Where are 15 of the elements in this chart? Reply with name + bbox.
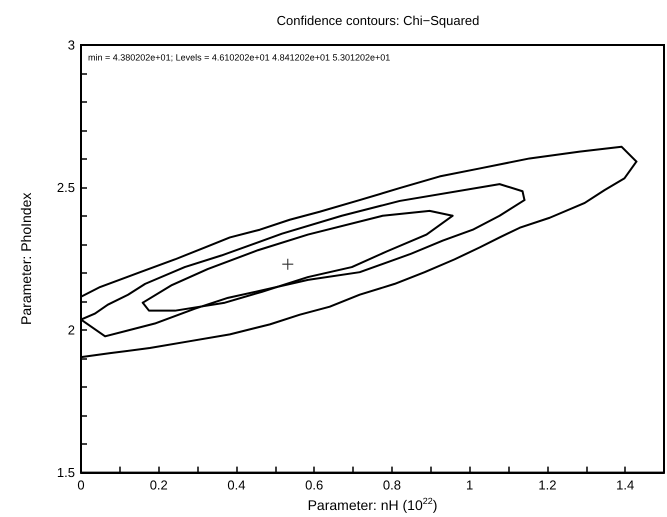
x-tick-label: 1 (466, 478, 474, 493)
y-axis-title: Parameter: PhoIndex (18, 192, 34, 325)
y-tick-label: 2 (68, 322, 75, 338)
x-tick-label: 0.8 (382, 478, 401, 493)
x-tick-label: 1.4 (616, 478, 634, 493)
x-tick-label: 0 (77, 478, 85, 493)
x-tick-label: 0.2 (150, 478, 168, 493)
y-tick-label: 2.5 (56, 180, 75, 196)
chart-title: Confidence contours: Chi−Squared (276, 13, 480, 28)
annotation: min = 4.380202e+01; Levels = 4.610202e+01 4.841202e+01 5.301202e+01 (88, 52, 390, 62)
y-tick-label: 3 (68, 38, 75, 52)
x-tick-label: 1.2 (538, 478, 556, 493)
x-tick-label: 0.4 (227, 478, 246, 493)
y-tick-label: 1.5 (56, 465, 75, 480)
x-tick-label: 0.6 (305, 478, 324, 493)
